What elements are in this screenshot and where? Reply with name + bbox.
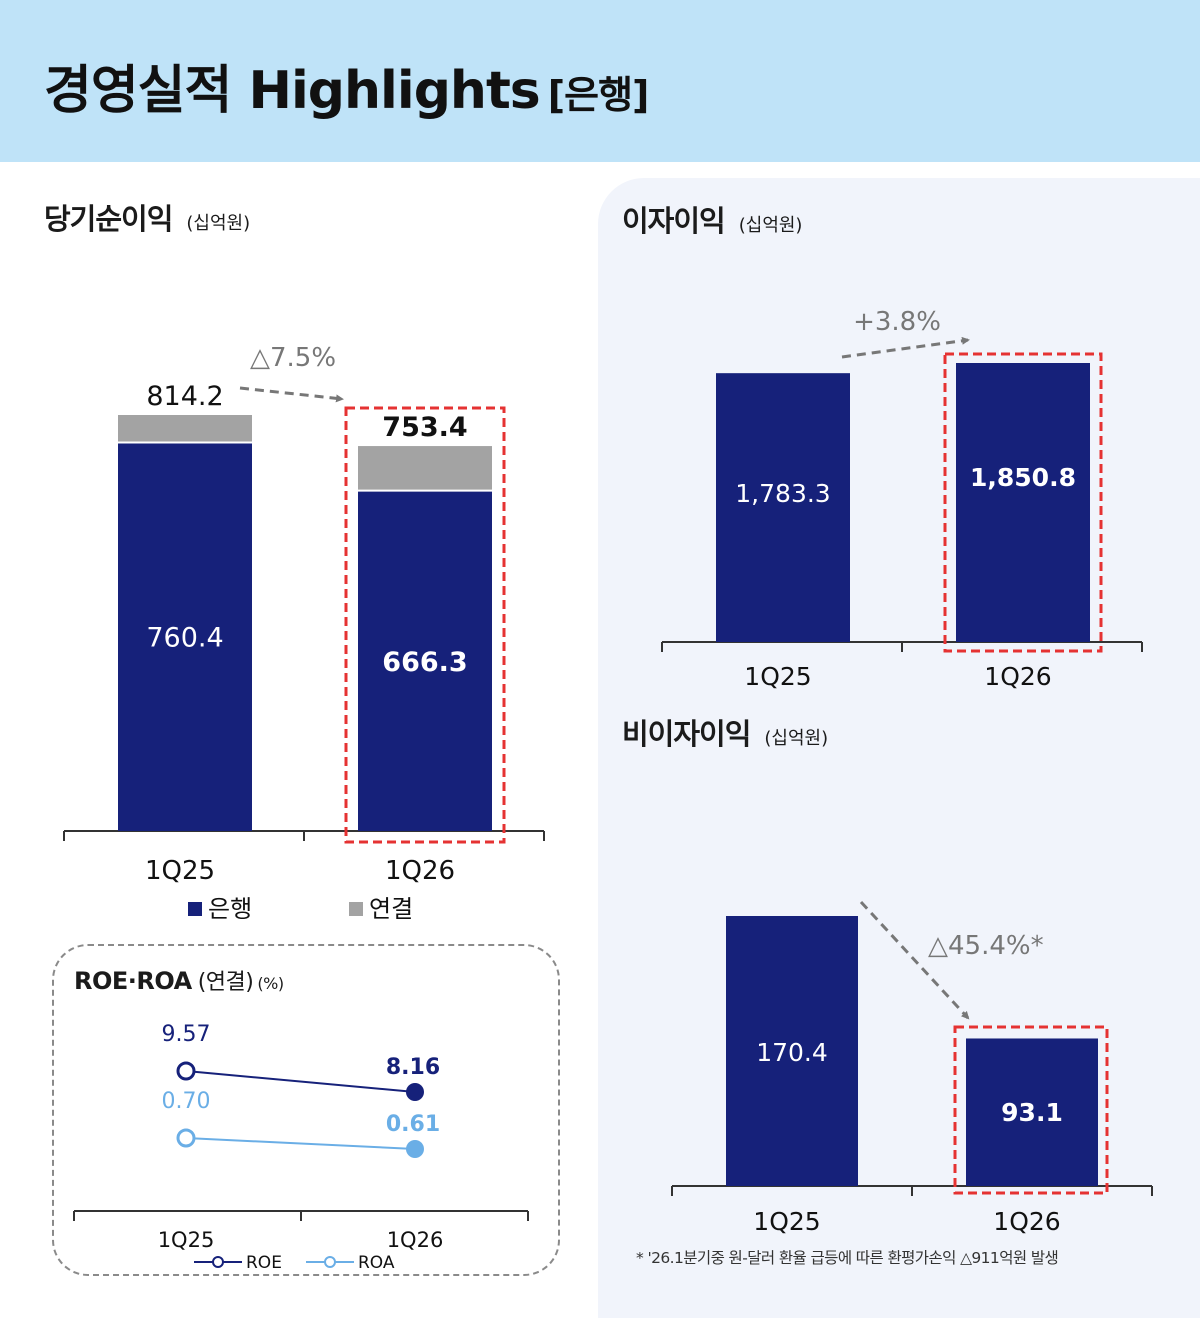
net-income-title: 당기순이익 (십억원) xyxy=(44,196,250,238)
interest-income-title: 이자이익 (십억원) xyxy=(622,198,802,240)
page-title-scope: [은행] xyxy=(547,73,650,117)
legend-swatch-bank xyxy=(188,902,202,916)
non-interest-income-x-tick-1Q26: 1Q26 xyxy=(993,1207,1060,1236)
roe-label-1Q25: 9.57 xyxy=(162,1022,211,1047)
interest-income-change-arrow xyxy=(841,336,970,359)
non-interest-income-change-label: △45.4%* xyxy=(928,931,1044,961)
roa-point-1Q25 xyxy=(176,1128,196,1148)
net-income-unit: (십억원) xyxy=(186,213,251,234)
net-income-bar-consolidated-1Q25 xyxy=(118,415,252,443)
legend-swatch-consolidated xyxy=(349,902,363,916)
non-interest-income-bar-1Q25 xyxy=(726,916,858,1186)
net-income-bar-bank-1Q26 xyxy=(358,490,492,831)
roe-roa-x-tick-1Q25: 1Q25 xyxy=(158,1228,215,1252)
interest-income-unit: (십억원) xyxy=(738,215,803,236)
roe-roa-box: ROE·ROA (연결) (%) xyxy=(52,944,560,1276)
legend-roe-marker xyxy=(212,1256,224,1268)
roe-roa-title-text: ROE·ROA xyxy=(74,967,192,995)
page-title: 경영실적 Highlights [은행] xyxy=(44,48,650,123)
net-income-x-tick-1Q26: 1Q26 xyxy=(385,856,455,886)
interest-income-title-text: 이자이익 xyxy=(622,204,726,238)
roa-point-1Q26 xyxy=(406,1140,424,1158)
interest-income-value-label-1Q25: 1,783.3 xyxy=(735,479,830,508)
interest-income-change-label: +3.8% xyxy=(853,307,941,337)
roe-roa-x-tick-1Q26: 1Q26 xyxy=(387,1228,444,1252)
non-interest-income-bar-1Q26 xyxy=(966,1038,1098,1186)
net-income-total-label-1Q26: 753.4 xyxy=(382,412,467,443)
non-interest-income-highlight-box xyxy=(953,1025,1109,1195)
interest-income-bar-1Q26 xyxy=(956,363,1090,642)
non-interest-income-change-arrow xyxy=(859,900,970,1020)
page-title-text: 경영실적 Highlights xyxy=(44,61,541,121)
net-income-x-tick-1Q25: 1Q25 xyxy=(145,856,215,886)
interest-income-highlight-box xyxy=(943,352,1103,653)
non-interest-income-value-label-1Q25: 170.4 xyxy=(756,1038,828,1067)
legend-roe-label: ROE xyxy=(246,1253,282,1273)
net-income-value-label-1Q25: 760.4 xyxy=(146,623,223,654)
non-interest-income-x-tick-1Q25: 1Q25 xyxy=(753,1207,820,1236)
net-income-highlight-box xyxy=(344,406,506,844)
net-income-total-label-1Q25: 814.2 xyxy=(146,381,223,412)
legend-roa-label: ROA xyxy=(358,1253,395,1273)
net-income-bar-consolidated-1Q26 xyxy=(358,446,492,491)
roe-roa-title: ROE·ROA (연결) (%) xyxy=(74,964,284,996)
roe-label-1Q26: 8.16 xyxy=(386,1055,440,1080)
roa-line xyxy=(185,1137,416,1150)
footnote: * '26.1분기중 원-달러 환율 급등에 따른 환평가손익 △911억원 발… xyxy=(636,1249,1059,1267)
non-interest-income-title-text: 비이자이익 xyxy=(622,717,751,751)
roe-roa-scope: (연결) xyxy=(197,970,254,995)
roe-roa-unit: (%) xyxy=(257,974,284,993)
net-income-value-label-1Q26: 666.3 xyxy=(382,647,467,678)
interest-income-x-tick-1Q26: 1Q26 xyxy=(984,662,1051,691)
legend-label-bank: 은행 xyxy=(208,895,252,923)
net-income-title-text: 당기순이익 xyxy=(44,202,173,236)
roe-line xyxy=(185,1070,416,1093)
interest-income-bar-1Q25 xyxy=(716,373,850,642)
legend-roa-marker xyxy=(324,1256,336,1268)
roe-point-1Q26 xyxy=(406,1083,424,1101)
non-interest-income-value-label-1Q26: 93.1 xyxy=(1001,1098,1063,1127)
roe-point-1Q25 xyxy=(176,1061,196,1081)
roa-label-1Q26: 0.61 xyxy=(386,1112,440,1137)
non-interest-income-title: 비이자이익 (십억원) xyxy=(622,711,828,753)
net-income-change-arrow xyxy=(239,386,344,403)
net-income-change-label: △7.5% xyxy=(250,343,336,373)
net-income-bar-bank-1Q25 xyxy=(118,442,252,831)
header-banner: 경영실적 Highlights [은행] xyxy=(0,0,1200,162)
legend-label-consolidated: 연결 xyxy=(369,895,413,923)
non-interest-income-unit: (십억원) xyxy=(764,728,829,749)
interest-income-x-tick-1Q25: 1Q25 xyxy=(744,662,811,691)
interest-income-value-label-1Q26: 1,850.8 xyxy=(970,463,1076,492)
roa-label-1Q25: 0.70 xyxy=(162,1089,211,1114)
